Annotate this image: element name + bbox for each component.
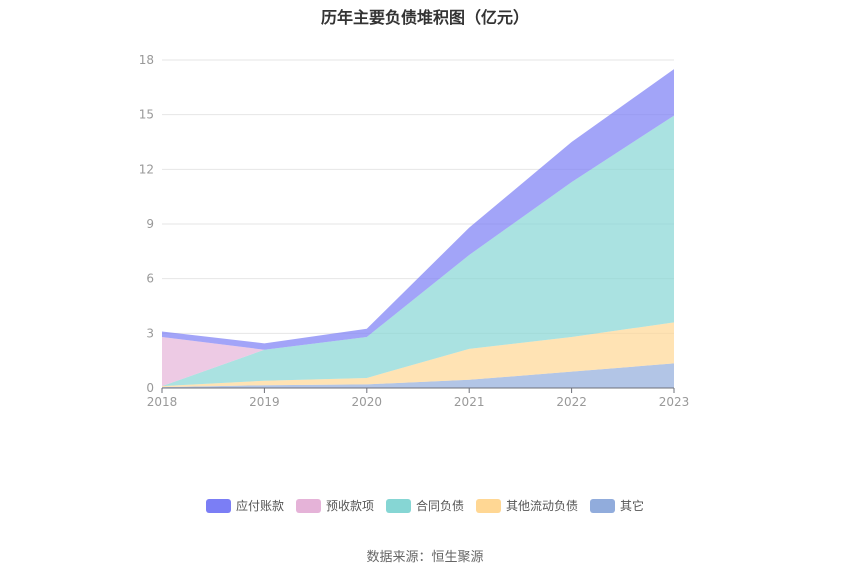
legend-label: 预收款项 (325, 499, 374, 513)
area-series-1 (162, 322, 674, 388)
legend-label: 应付账款 (235, 499, 284, 513)
y-tick-label: 0 (146, 381, 154, 395)
x-tick-label: 2022 (556, 395, 587, 409)
area-series (162, 69, 674, 388)
legend-item[interactable]: 合同负债 (385, 497, 464, 514)
area-series-3 (162, 115, 674, 387)
legend-item[interactable]: 应付账款 (205, 497, 284, 514)
legend-swatch (385, 498, 411, 513)
legend-swatch (205, 498, 231, 513)
legend-item[interactable]: 其它 (590, 497, 644, 514)
legend-swatch (295, 498, 321, 513)
x-tick-label: 2020 (352, 395, 383, 409)
axes: 0 3 6 9 12 15 18 2018 2019 2020 2021 2022 2023 (139, 53, 690, 409)
chart-title: 历年主要负债堆积图（亿元） (320, 8, 529, 27)
y-tick-label: 6 (146, 272, 154, 286)
y-tick-label: 3 (146, 326, 154, 340)
area-series-0 (162, 363, 674, 388)
y-tick-label: 18 (139, 53, 154, 67)
x-tick-label: 2023 (659, 395, 690, 409)
data-source: 数据来源：恒生聚源 (366, 550, 484, 565)
legend: 应付账款 预收款项 合同负债 其他流动负债 其它 (0, 497, 850, 514)
area-series-2 (162, 115, 674, 387)
y-tick-label: 15 (139, 108, 154, 122)
legend-swatch (590, 498, 616, 513)
area-series-4 (162, 69, 674, 350)
x-tick-label: 2019 (249, 395, 280, 409)
legend-item[interactable]: 其他流动负债 (476, 497, 578, 514)
legend-label: 其他流动负债 (506, 499, 579, 513)
x-tick-label: 2021 (454, 395, 485, 409)
legend-label: 合同负债 (415, 499, 464, 513)
x-tick-label: 2018 (147, 395, 178, 409)
legend-swatch (476, 498, 501, 513)
legend-item[interactable]: 预收款项 (295, 497, 374, 514)
y-tick-label: 12 (139, 162, 154, 176)
y-tick-label: 9 (146, 217, 154, 231)
legend-label: 其它 (620, 499, 645, 513)
